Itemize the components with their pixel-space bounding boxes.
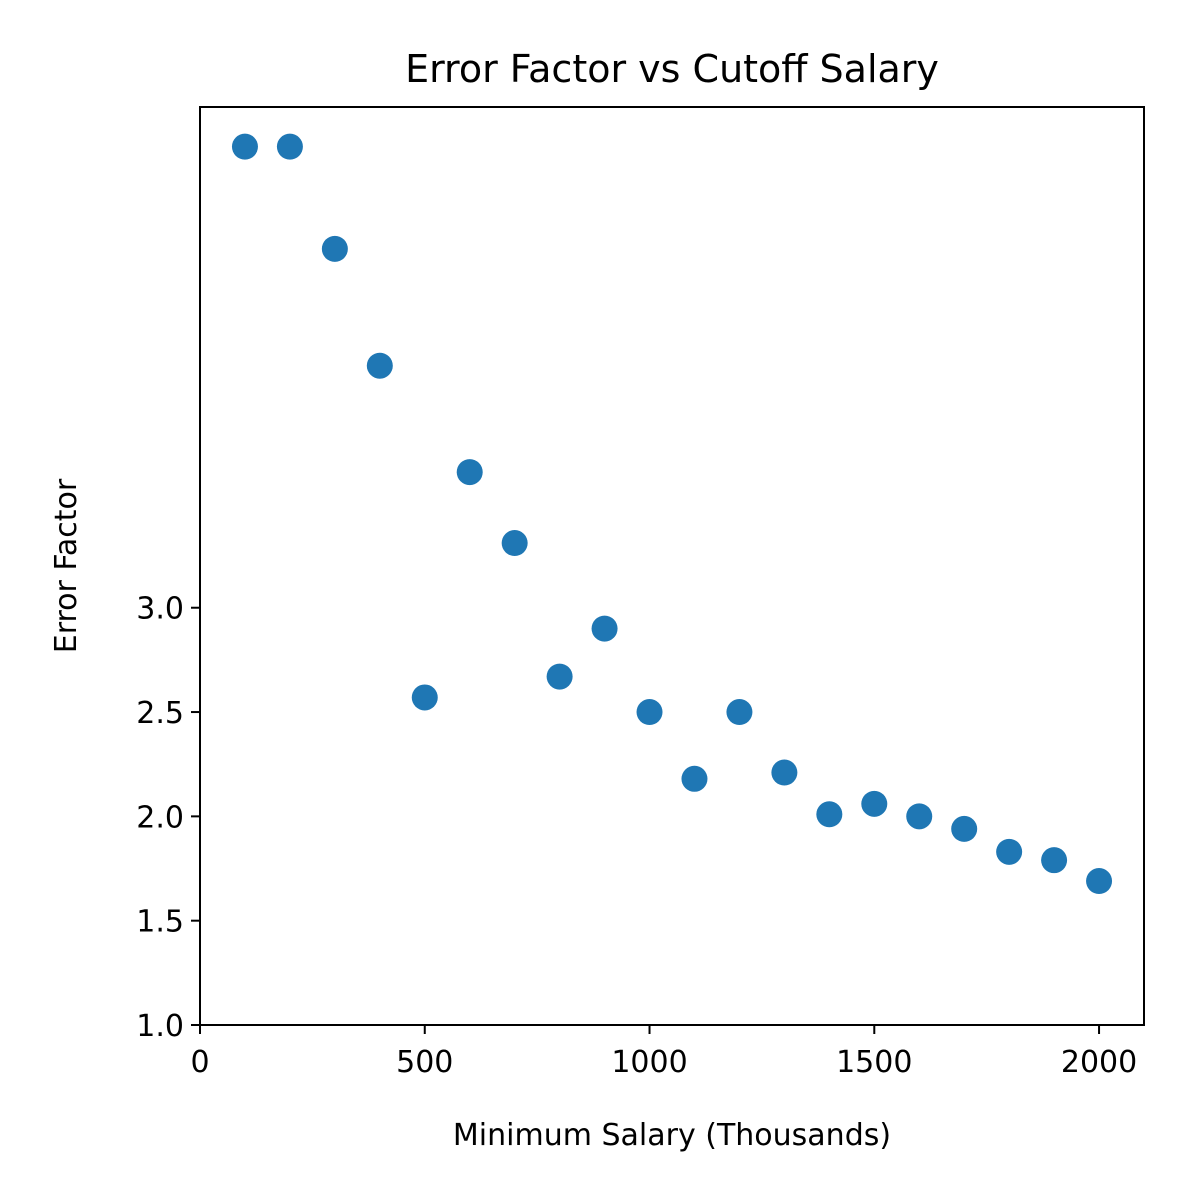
- scatter-point: [681, 765, 708, 792]
- y-tick-label: 3.0: [136, 592, 184, 627]
- data-points: [231, 133, 1113, 895]
- scatter-point: [321, 235, 348, 262]
- scatter-point: [231, 133, 258, 160]
- y-axis-ticks: 1.0 1.5 2.0 2.5 3.0: [136, 592, 200, 1044]
- scatter-point: [996, 838, 1023, 865]
- scatter-point: [906, 803, 933, 830]
- y-tick-label: 1.5: [136, 905, 184, 940]
- scatter-point: [636, 699, 663, 726]
- scatter-point: [276, 133, 303, 160]
- y-tick-label: 1.0: [136, 1009, 184, 1044]
- scatter-point: [771, 759, 798, 786]
- scatter-point: [861, 790, 888, 817]
- y-axis-label: Error Factor: [49, 478, 84, 653]
- x-axis-label: Minimum Salary (Thousands): [453, 1118, 891, 1153]
- scatter-point: [816, 801, 843, 828]
- scatter-point: [591, 615, 618, 642]
- x-tick-label: 1500: [836, 1045, 912, 1080]
- y-tick-label: 2.0: [136, 800, 184, 835]
- y-tick-label: 2.5: [136, 696, 184, 731]
- scatter-point: [411, 684, 438, 711]
- scatter-point: [1041, 847, 1068, 874]
- scatter-point: [546, 663, 573, 690]
- x-tick-label: 2000: [1061, 1045, 1137, 1080]
- scatter-point: [456, 459, 483, 486]
- scatter-point: [366, 352, 393, 379]
- scatter-point: [1086, 868, 1113, 895]
- scatter-point: [951, 815, 978, 842]
- plot-area-frame: [199, 106, 1145, 1026]
- scatter-point: [501, 530, 528, 557]
- scatter-point: [726, 699, 753, 726]
- chart-title: Error Factor vs Cutoff Salary: [405, 47, 939, 91]
- x-tick-label: 0: [190, 1045, 209, 1080]
- x-tick-label: 500: [396, 1045, 453, 1080]
- x-tick-label: 1000: [611, 1045, 687, 1080]
- x-axis-ticks: 0 500 1000 1500 2000: [190, 1025, 1137, 1080]
